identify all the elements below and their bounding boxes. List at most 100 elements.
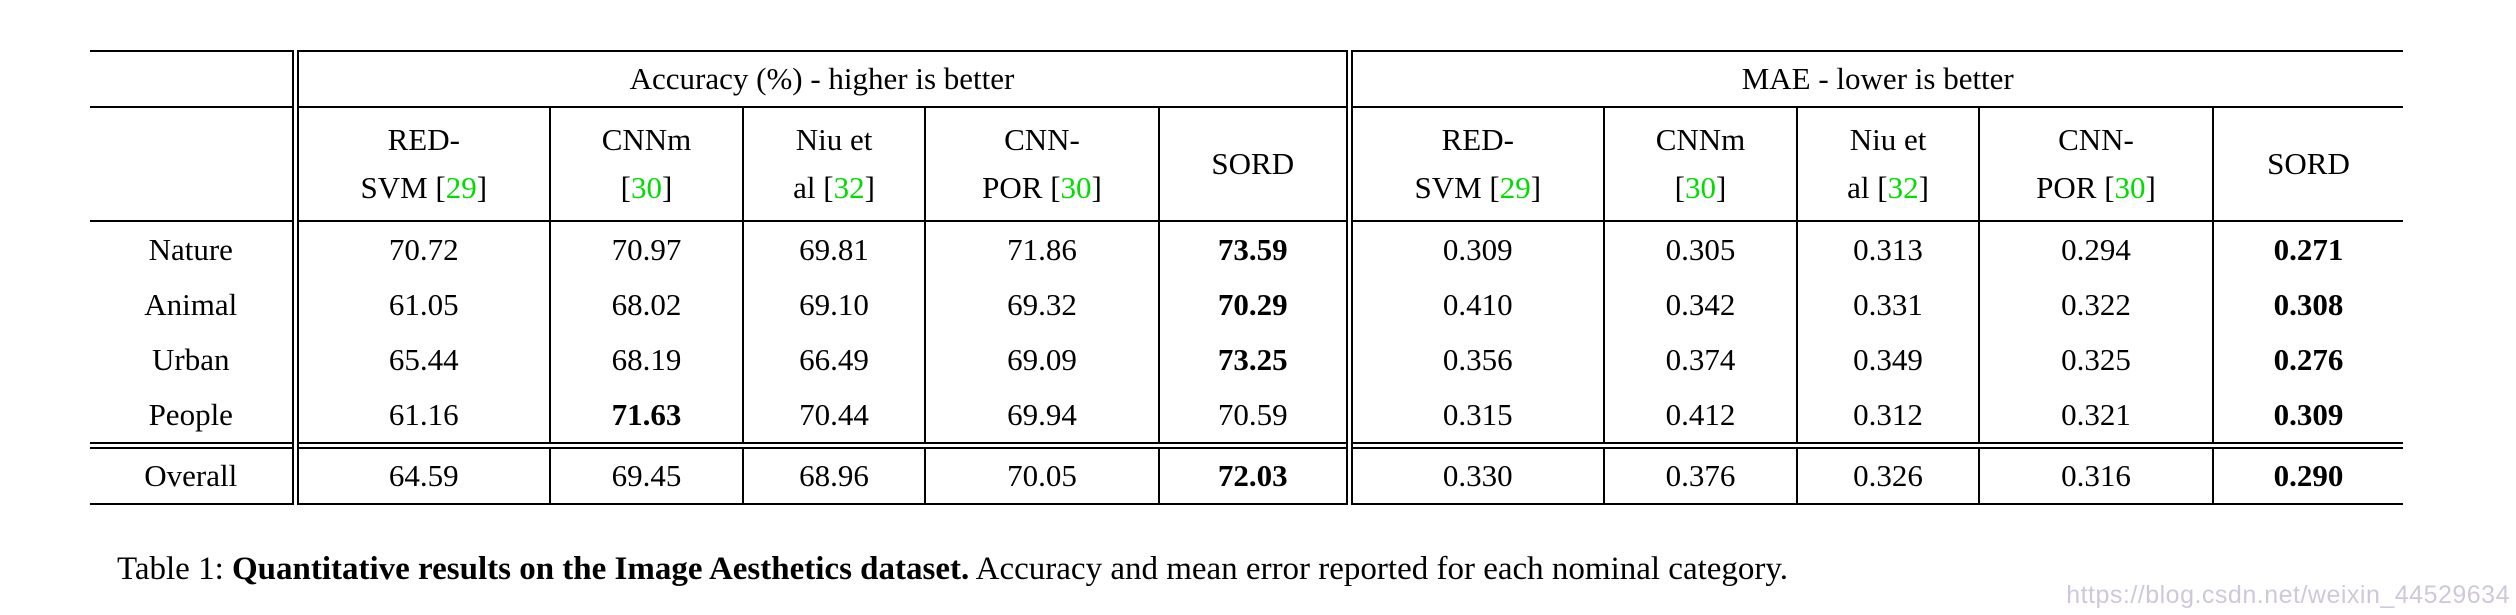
method-citation-line: POR [30] xyxy=(927,164,1158,212)
col-header-acc-cnnpor: CNN- POR [30] xyxy=(924,107,1159,222)
table-row-overall: Overall 64.59 69.45 68.96 70.05 72.03 0.… xyxy=(90,442,2403,505)
cell-mae-urban-cnnpor: 0.325 xyxy=(1978,332,2213,387)
cite-before: POR [ xyxy=(2036,170,2115,205)
cite-before: [ xyxy=(620,170,631,205)
cell-mae-urban-cnnm: 0.374 xyxy=(1603,332,1797,387)
cell-mae-overall-redsvm: 0.330 xyxy=(1345,442,1604,505)
row-label-header-empty xyxy=(90,107,295,222)
col-header-mae-cnnm: CNNm [30] xyxy=(1603,107,1797,222)
cell-mae-overall-sord: 0.290 xyxy=(2212,442,2403,505)
method-name: CNN- xyxy=(2058,122,2134,157)
cell-mae-people-sord: 0.309 xyxy=(2212,387,2403,446)
method-citation-line: SVM [29] xyxy=(1356,164,1603,212)
cell-mae-people-niu: 0.312 xyxy=(1796,387,1979,446)
cell-mae-nature-cnnpor: 0.294 xyxy=(1978,221,2213,277)
method-name: Niu et xyxy=(1849,122,1927,157)
col-header-mae-cnnpor: CNN- POR [30] xyxy=(1978,107,2213,222)
row-label: People xyxy=(148,396,233,432)
method-citation-line: [30] xyxy=(552,164,742,212)
cell-mae-people-redsvm: 0.315 xyxy=(1345,387,1604,446)
cite-after: ] xyxy=(662,170,673,205)
cell-acc-overall-cnnpor: 70.05 xyxy=(924,442,1159,505)
cell-acc-urban-cnnpor: 69.09 xyxy=(924,332,1159,387)
cite-before: SVM [ xyxy=(360,170,446,205)
cell-acc-overall-cnnm: 69.45 xyxy=(549,442,743,505)
cell-mae-urban-redsvm: 0.356 xyxy=(1345,332,1604,387)
method-header-row: RED- SVM [29] CNNm [30] Niu et al [32] C… xyxy=(90,107,2403,222)
cite-after: ] xyxy=(2145,170,2156,205)
cell-acc-nature-redsvm: 70.72 xyxy=(291,221,550,277)
cell-acc-people-redsvm: 61.16 xyxy=(291,387,550,446)
cell-acc-urban-niu: 66.49 xyxy=(742,332,925,387)
csdn-watermark: https://blog.csdn.net/weixin_44529634 xyxy=(2066,581,2510,609)
col-header-acc-sord: SORD xyxy=(1158,107,1349,222)
table-row-urban: Urban 65.44 68.19 66.49 69.09 73.25 0.35… xyxy=(90,332,2403,387)
citation-ref: 32 xyxy=(1887,170,1919,205)
citation-ref: 30 xyxy=(2114,170,2146,205)
cite-before: al [ xyxy=(1847,170,1888,205)
cell-acc-overall-redsvm: 64.59 xyxy=(291,442,550,505)
cell-mae-overall-cnnpor: 0.316 xyxy=(1978,442,2213,505)
citation-ref: 30 xyxy=(1685,170,1716,205)
caption-rest: Accuracy and mean error reported for eac… xyxy=(969,551,1789,587)
cite-after: ] xyxy=(1716,170,1727,205)
cell-mae-animal-niu: 0.331 xyxy=(1796,277,1979,332)
method-citation-line: [30] xyxy=(1606,164,1796,212)
cell-mae-nature-redsvm: 0.309 xyxy=(1345,221,1604,277)
method-name: Niu et xyxy=(795,122,873,157)
method-name: SORD xyxy=(2267,146,2350,181)
method-name: RED- xyxy=(387,122,460,157)
citation-ref: 32 xyxy=(833,170,865,205)
cite-after: ] xyxy=(864,170,875,205)
col-header-acc-cnnm: CNNm [30] xyxy=(549,107,743,222)
row-label: Nature xyxy=(148,231,233,267)
cell-mae-animal-cnnm: 0.342 xyxy=(1603,277,1797,332)
cite-after: ] xyxy=(1530,170,1542,205)
cell-acc-animal-cnnm: 68.02 xyxy=(549,277,743,332)
col-header-mae-niu: Niu et al [32] xyxy=(1796,107,1979,222)
cell-mae-urban-niu: 0.349 xyxy=(1796,332,1979,387)
cell-acc-animal-cnnpor: 69.32 xyxy=(924,277,1159,332)
col-header-acc-redsvm: RED- SVM [29] xyxy=(291,107,550,222)
cell-mae-people-cnnpor: 0.321 xyxy=(1978,387,2213,446)
cite-before: al [ xyxy=(793,170,834,205)
method-citation-line: al [32] xyxy=(1799,164,1978,212)
cell-acc-animal-sord: 70.29 xyxy=(1158,277,1349,332)
cell-mae-overall-niu: 0.326 xyxy=(1796,442,1979,505)
table-row-people: People 61.16 71.63 70.44 69.94 70.59 0.3… xyxy=(90,387,2403,446)
cell-acc-people-sord: 70.59 xyxy=(1158,387,1349,446)
cell-acc-nature-cnnm: 70.97 xyxy=(549,221,743,277)
cell-acc-urban-redsvm: 65.44 xyxy=(291,332,550,387)
cite-before: POR [ xyxy=(982,170,1061,205)
method-citation-line: SVM [29] xyxy=(302,164,549,212)
col-header-mae-sord: SORD xyxy=(2212,107,2403,222)
section-header-row: Accuracy (%) - higher is better MAE - lo… xyxy=(90,50,2403,108)
method-name: CNNm xyxy=(1655,122,1746,157)
row-label: Animal xyxy=(144,286,238,322)
cell-mae-nature-cnnm: 0.305 xyxy=(1603,221,1797,277)
row-label: Overall xyxy=(90,442,295,505)
row-label: Urban xyxy=(152,341,230,377)
cell-acc-people-cnnm: 71.63 xyxy=(549,387,743,446)
cell-acc-nature-niu: 69.81 xyxy=(742,221,925,277)
table-caption: Table 1: Quantitative results on the Ima… xyxy=(117,551,2497,588)
cell-acc-nature-cnnpor: 71.86 xyxy=(924,221,1159,277)
section-header-mae: MAE - lower is better xyxy=(1345,50,2403,108)
cite-after: ] xyxy=(1918,170,1929,205)
cell-acc-animal-redsvm: 61.05 xyxy=(291,277,550,332)
citation-ref: 29 xyxy=(445,170,477,205)
cite-before: SVM [ xyxy=(1414,170,1500,205)
section-header-accuracy: Accuracy (%) - higher is better xyxy=(291,50,1349,108)
caption-bold-title: Quantitative results on the Image Aesthe… xyxy=(231,551,970,587)
cell-mae-nature-niu: 0.313 xyxy=(1796,221,1979,277)
cell-acc-people-niu: 70.44 xyxy=(742,387,925,446)
cell-mae-overall-cnnm: 0.376 xyxy=(1603,442,1797,505)
cell-acc-nature-sord: 73.59 xyxy=(1158,221,1349,277)
cell-acc-overall-sord: 72.03 xyxy=(1158,442,1349,505)
cell-acc-urban-cnnm: 68.19 xyxy=(549,332,743,387)
cell-mae-nature-sord: 0.271 xyxy=(2212,221,2403,277)
method-name: CNNm xyxy=(601,122,692,157)
cell-acc-urban-sord: 73.25 xyxy=(1158,332,1349,387)
table-row-animal: Animal 61.05 68.02 69.10 69.32 70.29 0.4… xyxy=(90,277,2403,332)
citation-ref: 30 xyxy=(1060,170,1092,205)
